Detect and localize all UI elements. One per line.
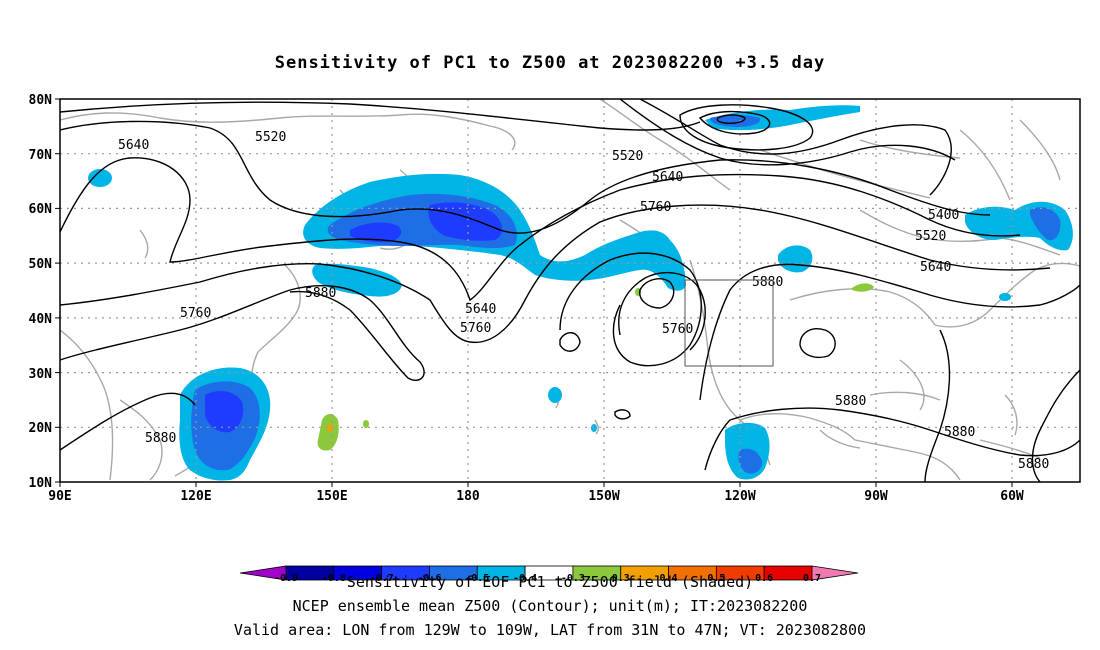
colorbar-label: -0.3 bbox=[561, 573, 585, 584]
lon-tick-label: 90W bbox=[864, 489, 888, 504]
colorbar-label: -0.8 bbox=[322, 573, 346, 584]
contour-label: 5760 bbox=[180, 306, 211, 321]
colorbar-label: -0.9 bbox=[274, 573, 298, 584]
figure-title: Sensitivity of PC1 to Z500 at 2023082200… bbox=[275, 53, 826, 73]
contour-label: 5880 bbox=[305, 286, 336, 301]
contour-label: 5760 bbox=[640, 200, 671, 215]
lon-tick-label: 90E bbox=[48, 489, 71, 504]
contour-label: 5520 bbox=[255, 130, 286, 145]
colorbar-label: 0.4 bbox=[660, 573, 678, 584]
colorbar-swatch bbox=[811, 565, 859, 581]
colorbar-label: -0.7 bbox=[370, 573, 394, 584]
colorbar-label: -0.6 bbox=[417, 573, 441, 584]
contour-label: 5400 bbox=[928, 208, 959, 223]
contour-labels: 5640 5520 5520 5640 5760 5400 5520 5640 … bbox=[118, 130, 1049, 472]
colorbar-label: 0.7 bbox=[803, 573, 821, 584]
lat-axis: 80N 70N 60N 50N 40N 30N 20N 10N bbox=[29, 93, 53, 491]
contour-label: 5880 bbox=[944, 425, 975, 440]
tick-marks bbox=[55, 98, 1013, 487]
contour-label: 5760 bbox=[460, 321, 491, 336]
footer-line-2: NCEP ensemble mean Z500 (Contour); unit(… bbox=[293, 597, 808, 615]
contour-label: 5640 bbox=[465, 302, 496, 317]
contour-label: 5880 bbox=[145, 431, 176, 446]
colorbar-label: 0.3 bbox=[612, 573, 630, 584]
map-area: 5640 5520 5520 5640 5760 5400 5520 5640 … bbox=[60, 99, 1080, 482]
colorbar-label: -0.5 bbox=[465, 573, 489, 584]
contour-label: 5880 bbox=[1018, 457, 1049, 472]
lat-tick-label: 40N bbox=[29, 312, 53, 327]
contour-label: 5880 bbox=[752, 275, 783, 290]
valid-area-box bbox=[684, 279, 774, 367]
contour-label: 5760 bbox=[662, 322, 693, 337]
lat-tick-label: 80N bbox=[29, 93, 53, 108]
contour-label: 5520 bbox=[915, 229, 946, 244]
colorbar-label: 0.6 bbox=[755, 573, 773, 584]
footer-line-1: Sensitivity of EOF PC1 to Z500 field (Sh… bbox=[347, 573, 753, 591]
sensitivity-shading bbox=[88, 105, 1073, 481]
lon-tick-label: 120W bbox=[724, 489, 755, 504]
colorbar: -0.9 -0.8 -0.7 -0.6 -0.5 -0.4 -0.3 0.3 0.4 0.5 0.6… bbox=[239, 565, 859, 584]
lon-tick-label: 60W bbox=[1000, 489, 1024, 504]
lat-tick-label: 70N bbox=[29, 148, 53, 163]
lon-tick-label: 180 bbox=[456, 489, 480, 504]
contour-label: 5880 bbox=[835, 394, 866, 409]
lat-tick-label: 50N bbox=[29, 257, 53, 272]
lat-tick-label: 10N bbox=[29, 476, 53, 491]
footer-line-3: Valid area: LON from 129W to 109W, LAT f… bbox=[234, 621, 866, 639]
lon-axis: 90E 120E 150E 180 150W 120W 90W 60W bbox=[48, 489, 1024, 504]
lon-tick-label: 150E bbox=[316, 489, 347, 504]
contour-label: 5640 bbox=[118, 138, 149, 153]
lat-tick-label: 60N bbox=[29, 202, 53, 217]
colorbar-label: 0.5 bbox=[707, 573, 725, 584]
contour-label: 5640 bbox=[920, 260, 951, 275]
plot-frame bbox=[59, 98, 1081, 483]
contour-label: 5520 bbox=[612, 149, 643, 164]
colorbar-label: -0.4 bbox=[513, 573, 537, 584]
lat-tick-label: 20N bbox=[29, 421, 53, 436]
lon-tick-label: 150W bbox=[588, 489, 619, 504]
contour-label: 5640 bbox=[652, 170, 683, 185]
lat-tick-label: 30N bbox=[29, 367, 53, 382]
lon-tick-label: 120E bbox=[180, 489, 211, 504]
z500-contours bbox=[60, 99, 1080, 482]
